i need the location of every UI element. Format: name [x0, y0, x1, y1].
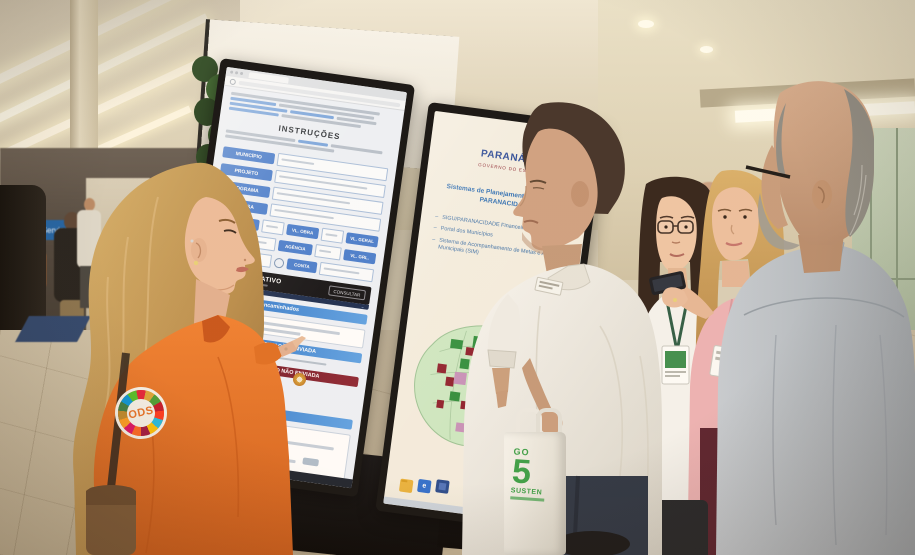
field-value [320, 227, 345, 244]
man-right [716, 81, 915, 555]
bullet-dash: – [433, 225, 438, 232]
bag-text-number: 5 [510, 452, 533, 492]
woman-orange [73, 162, 306, 555]
downlight [700, 46, 713, 53]
field-label-vl-geral: VL. GERAL [345, 232, 379, 248]
app-icon-navy [435, 479, 450, 494]
field-value [314, 244, 342, 261]
ods-badge-text: ODS [127, 404, 155, 422]
chevron-down-icon: ⌄ [360, 303, 366, 310]
chest-logo [293, 373, 306, 386]
app-icon-blue: e [417, 478, 432, 494]
bullet-dash: – [434, 213, 439, 220]
bag-handle [516, 408, 542, 440]
column-left [70, 0, 98, 170]
field-value [318, 261, 375, 283]
bag-handle [536, 408, 562, 440]
tote-bag: GO 5 SUSTEN [504, 408, 566, 555]
downlight [638, 20, 654, 28]
reload-icon [229, 77, 237, 85]
folder-icon [398, 478, 414, 494]
field-label-vl-grl: VL. GRL. [343, 249, 377, 265]
bullet-dash: – [431, 236, 436, 244]
consultar-button: CONSULTAR [327, 285, 367, 301]
